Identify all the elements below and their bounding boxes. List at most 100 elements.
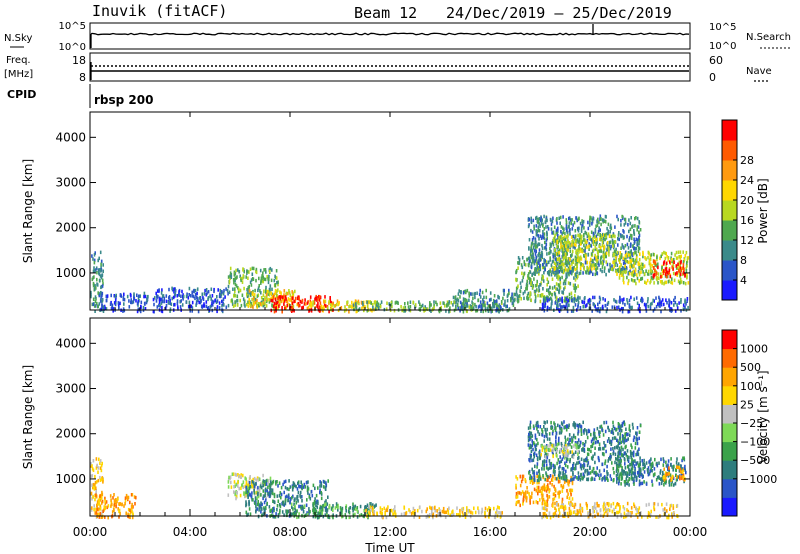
data-cell [676, 271, 678, 275]
data-cell [528, 247, 530, 251]
data-cell [515, 277, 517, 282]
data-cell [178, 292, 180, 296]
data-cell [475, 309, 477, 313]
data-cell [319, 301, 322, 305]
data-cell [546, 232, 548, 236]
data-cell [535, 421, 538, 425]
data-cell [305, 480, 308, 485]
data-cell [561, 267, 564, 271]
data-cell [533, 475, 536, 480]
data-cell [247, 494, 249, 498]
data-cell [560, 441, 563, 446]
data-cell [569, 282, 572, 286]
data-cell [296, 515, 298, 520]
data-cell [588, 267, 590, 272]
data-cell [156, 289, 159, 293]
data-cell [676, 303, 678, 307]
data-cell [528, 432, 530, 437]
data-cell [588, 247, 590, 251]
data-cell [233, 294, 235, 298]
data-cell [94, 474, 96, 479]
data-cell [590, 257, 592, 262]
data-cell [574, 289, 577, 293]
data-cell [477, 298, 480, 302]
data-cell [631, 272, 633, 276]
data-cell [373, 300, 376, 305]
data-cell [273, 499, 275, 504]
data-cell [685, 269, 688, 273]
data-cell [216, 309, 218, 314]
data-cell [558, 236, 560, 240]
data-cell [577, 432, 579, 436]
data-cell [653, 266, 655, 270]
data-cell [571, 477, 573, 481]
data-cell [551, 270, 553, 274]
data-cell [482, 303, 484, 308]
data-cell [564, 237, 566, 242]
data-cell [635, 216, 637, 220]
data-cell [472, 306, 475, 310]
data-cell [95, 488, 97, 493]
data-cell [320, 496, 323, 501]
data-cell [565, 424, 568, 429]
data-cell [613, 265, 615, 269]
data-cell [158, 288, 160, 292]
data-cell [548, 432, 551, 436]
data-cell [233, 480, 236, 484]
data-cell [686, 299, 688, 303]
data-cell [578, 445, 580, 450]
data-cell [652, 252, 655, 257]
data-cell [96, 301, 98, 306]
data-cell [581, 219, 583, 223]
data-cell [449, 513, 451, 517]
data-cell [191, 306, 194, 310]
data-cell [284, 498, 287, 502]
data-cell [567, 443, 569, 447]
data-cell [582, 442, 584, 446]
data-cell [121, 502, 123, 507]
data-cell [185, 300, 188, 304]
data-cell [609, 457, 612, 461]
data-cell [319, 305, 322, 310]
power-panel-frame [89, 111, 691, 311]
data-cell [620, 263, 622, 267]
data-cell [685, 250, 688, 255]
data-cell [666, 254, 668, 259]
data-cell [496, 304, 498, 308]
data-cell [636, 276, 639, 281]
data-cell [605, 420, 608, 425]
data-cell [543, 227, 546, 231]
data-cell [552, 255, 555, 259]
data-cell [530, 449, 533, 454]
data-cell [321, 508, 324, 512]
data-cell [595, 258, 597, 262]
data-cell [275, 512, 277, 516]
data-cell [558, 466, 560, 470]
data-cell [340, 510, 343, 515]
data-cell [637, 246, 640, 250]
data-cell [671, 277, 673, 281]
data-cell [498, 309, 500, 313]
data-cell [610, 244, 612, 249]
data-cell [627, 254, 629, 259]
data-cell [97, 478, 100, 483]
data-cell [366, 300, 368, 305]
data-cell [613, 478, 615, 482]
data-cell [253, 491, 256, 495]
data-cell [546, 236, 548, 241]
data-cell [299, 485, 301, 489]
data-cell [506, 298, 509, 303]
data-cell [307, 480, 309, 484]
data-cell [623, 270, 625, 274]
data-cell [284, 495, 287, 499]
data-cell [281, 306, 283, 310]
data-cell [594, 235, 596, 239]
data-cell [578, 247, 581, 251]
data-cell [468, 509, 471, 513]
data-cell [626, 234, 628, 239]
data-cell [324, 486, 327, 490]
data-cell [200, 304, 203, 309]
data-cell [657, 302, 659, 306]
data-cell [586, 463, 589, 468]
